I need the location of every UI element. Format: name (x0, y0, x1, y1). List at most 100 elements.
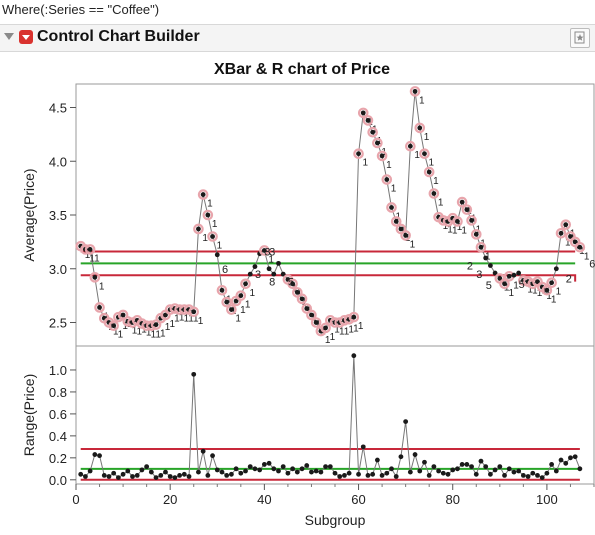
data-point (78, 471, 84, 477)
data-point (210, 453, 215, 459)
data-point (280, 271, 286, 277)
data-point (563, 222, 569, 228)
flag-ring (296, 293, 308, 305)
red-triangle-menu-icon[interactable] (19, 30, 33, 44)
data-point (266, 266, 272, 272)
flag-ring (221, 296, 232, 308)
flag-label: 1 (537, 288, 543, 299)
data-point (483, 255, 489, 261)
where-clause: Where(:Series == "Coffee") (2, 2, 160, 17)
data-point (426, 169, 432, 175)
data-point (483, 464, 489, 470)
flag-label: 1 (160, 329, 166, 340)
data-point (332, 470, 338, 476)
data-point (181, 471, 187, 477)
data-point (497, 276, 503, 281)
data-point (464, 462, 470, 467)
data-point (374, 457, 380, 463)
data-point (83, 474, 88, 479)
data-point (384, 470, 390, 476)
flag-label: 1 (113, 327, 119, 338)
data-point (191, 309, 197, 315)
data-point (200, 448, 206, 454)
data-point (280, 464, 286, 470)
data-point (478, 244, 484, 250)
flag-ring (94, 302, 105, 313)
data-point (398, 226, 404, 232)
data-point (455, 219, 460, 224)
test-annotation: 5 (519, 279, 525, 291)
flag-label: 1 (85, 250, 91, 261)
flag-label: 1 (509, 288, 515, 299)
data-point (516, 270, 522, 276)
data-point (346, 470, 352, 476)
x-tick-label: 40 (257, 492, 271, 507)
data-point (530, 470, 536, 476)
data-point (243, 281, 248, 287)
data-point (544, 287, 550, 293)
data-point (294, 469, 300, 475)
flag-ring (287, 278, 298, 290)
flag-ring (390, 216, 402, 227)
test-annotation: 3 (264, 247, 270, 259)
data-point (309, 312, 314, 318)
flag-label: 1 (447, 224, 453, 235)
data-point (568, 455, 573, 461)
data-point (436, 468, 441, 474)
data-point (506, 466, 512, 472)
data-point (379, 473, 385, 478)
data-point (379, 153, 385, 159)
flag-ring (428, 188, 440, 199)
flag-label: 1 (527, 285, 533, 296)
data-point (478, 458, 484, 464)
test-annotation: 8 (269, 277, 275, 289)
data-point (360, 444, 366, 450)
flag-label: 1 (250, 288, 256, 299)
flag-ring (376, 150, 388, 162)
data-point (535, 279, 540, 285)
flag-label: 1 (151, 330, 157, 341)
data-point (153, 322, 159, 328)
flag-label: 1 (198, 316, 204, 327)
data-point (469, 217, 474, 223)
range-y-tick-label: 0.4 (49, 429, 67, 444)
star-pin-icon[interactable] (570, 28, 590, 48)
data-point (186, 474, 192, 479)
data-point (558, 230, 564, 236)
flag-ring (461, 204, 473, 215)
data-point (568, 234, 573, 239)
data-point (224, 299, 230, 305)
flag-label: 1 (424, 132, 430, 143)
data-point (365, 473, 371, 478)
flag-ring (197, 189, 209, 200)
flag-ring (226, 304, 237, 315)
disclosure-triangle-icon[interactable] (4, 33, 14, 40)
flag-label: 1 (428, 158, 434, 169)
data-point (544, 470, 550, 476)
panel-title: Control Chart Builder (37, 28, 200, 45)
data-point (351, 314, 357, 320)
data-point (290, 466, 296, 472)
x-tick-label: 60 (351, 492, 365, 507)
data-point (403, 419, 409, 424)
flag-ring (381, 174, 393, 185)
flag-ring (419, 148, 430, 160)
data-point (97, 453, 102, 459)
flag-ring (306, 309, 317, 321)
flag-ring (89, 272, 101, 283)
data-point (294, 290, 300, 295)
flag-label: 1 (169, 319, 175, 330)
data-point (172, 475, 178, 481)
range-chart-frame (75, 345, 595, 485)
panel-header: Control Chart Builder (0, 24, 595, 52)
flag-label: 1 (348, 324, 354, 335)
flag-ring (423, 166, 435, 178)
data-point (205, 212, 211, 218)
data-point (384, 177, 390, 182)
data-point (455, 466, 460, 472)
flag-label: 1 (89, 253, 95, 264)
flag-label: 1 (137, 327, 143, 338)
data-point (502, 473, 507, 478)
flag-ring (409, 86, 421, 97)
flag-label: 1 (584, 251, 590, 262)
